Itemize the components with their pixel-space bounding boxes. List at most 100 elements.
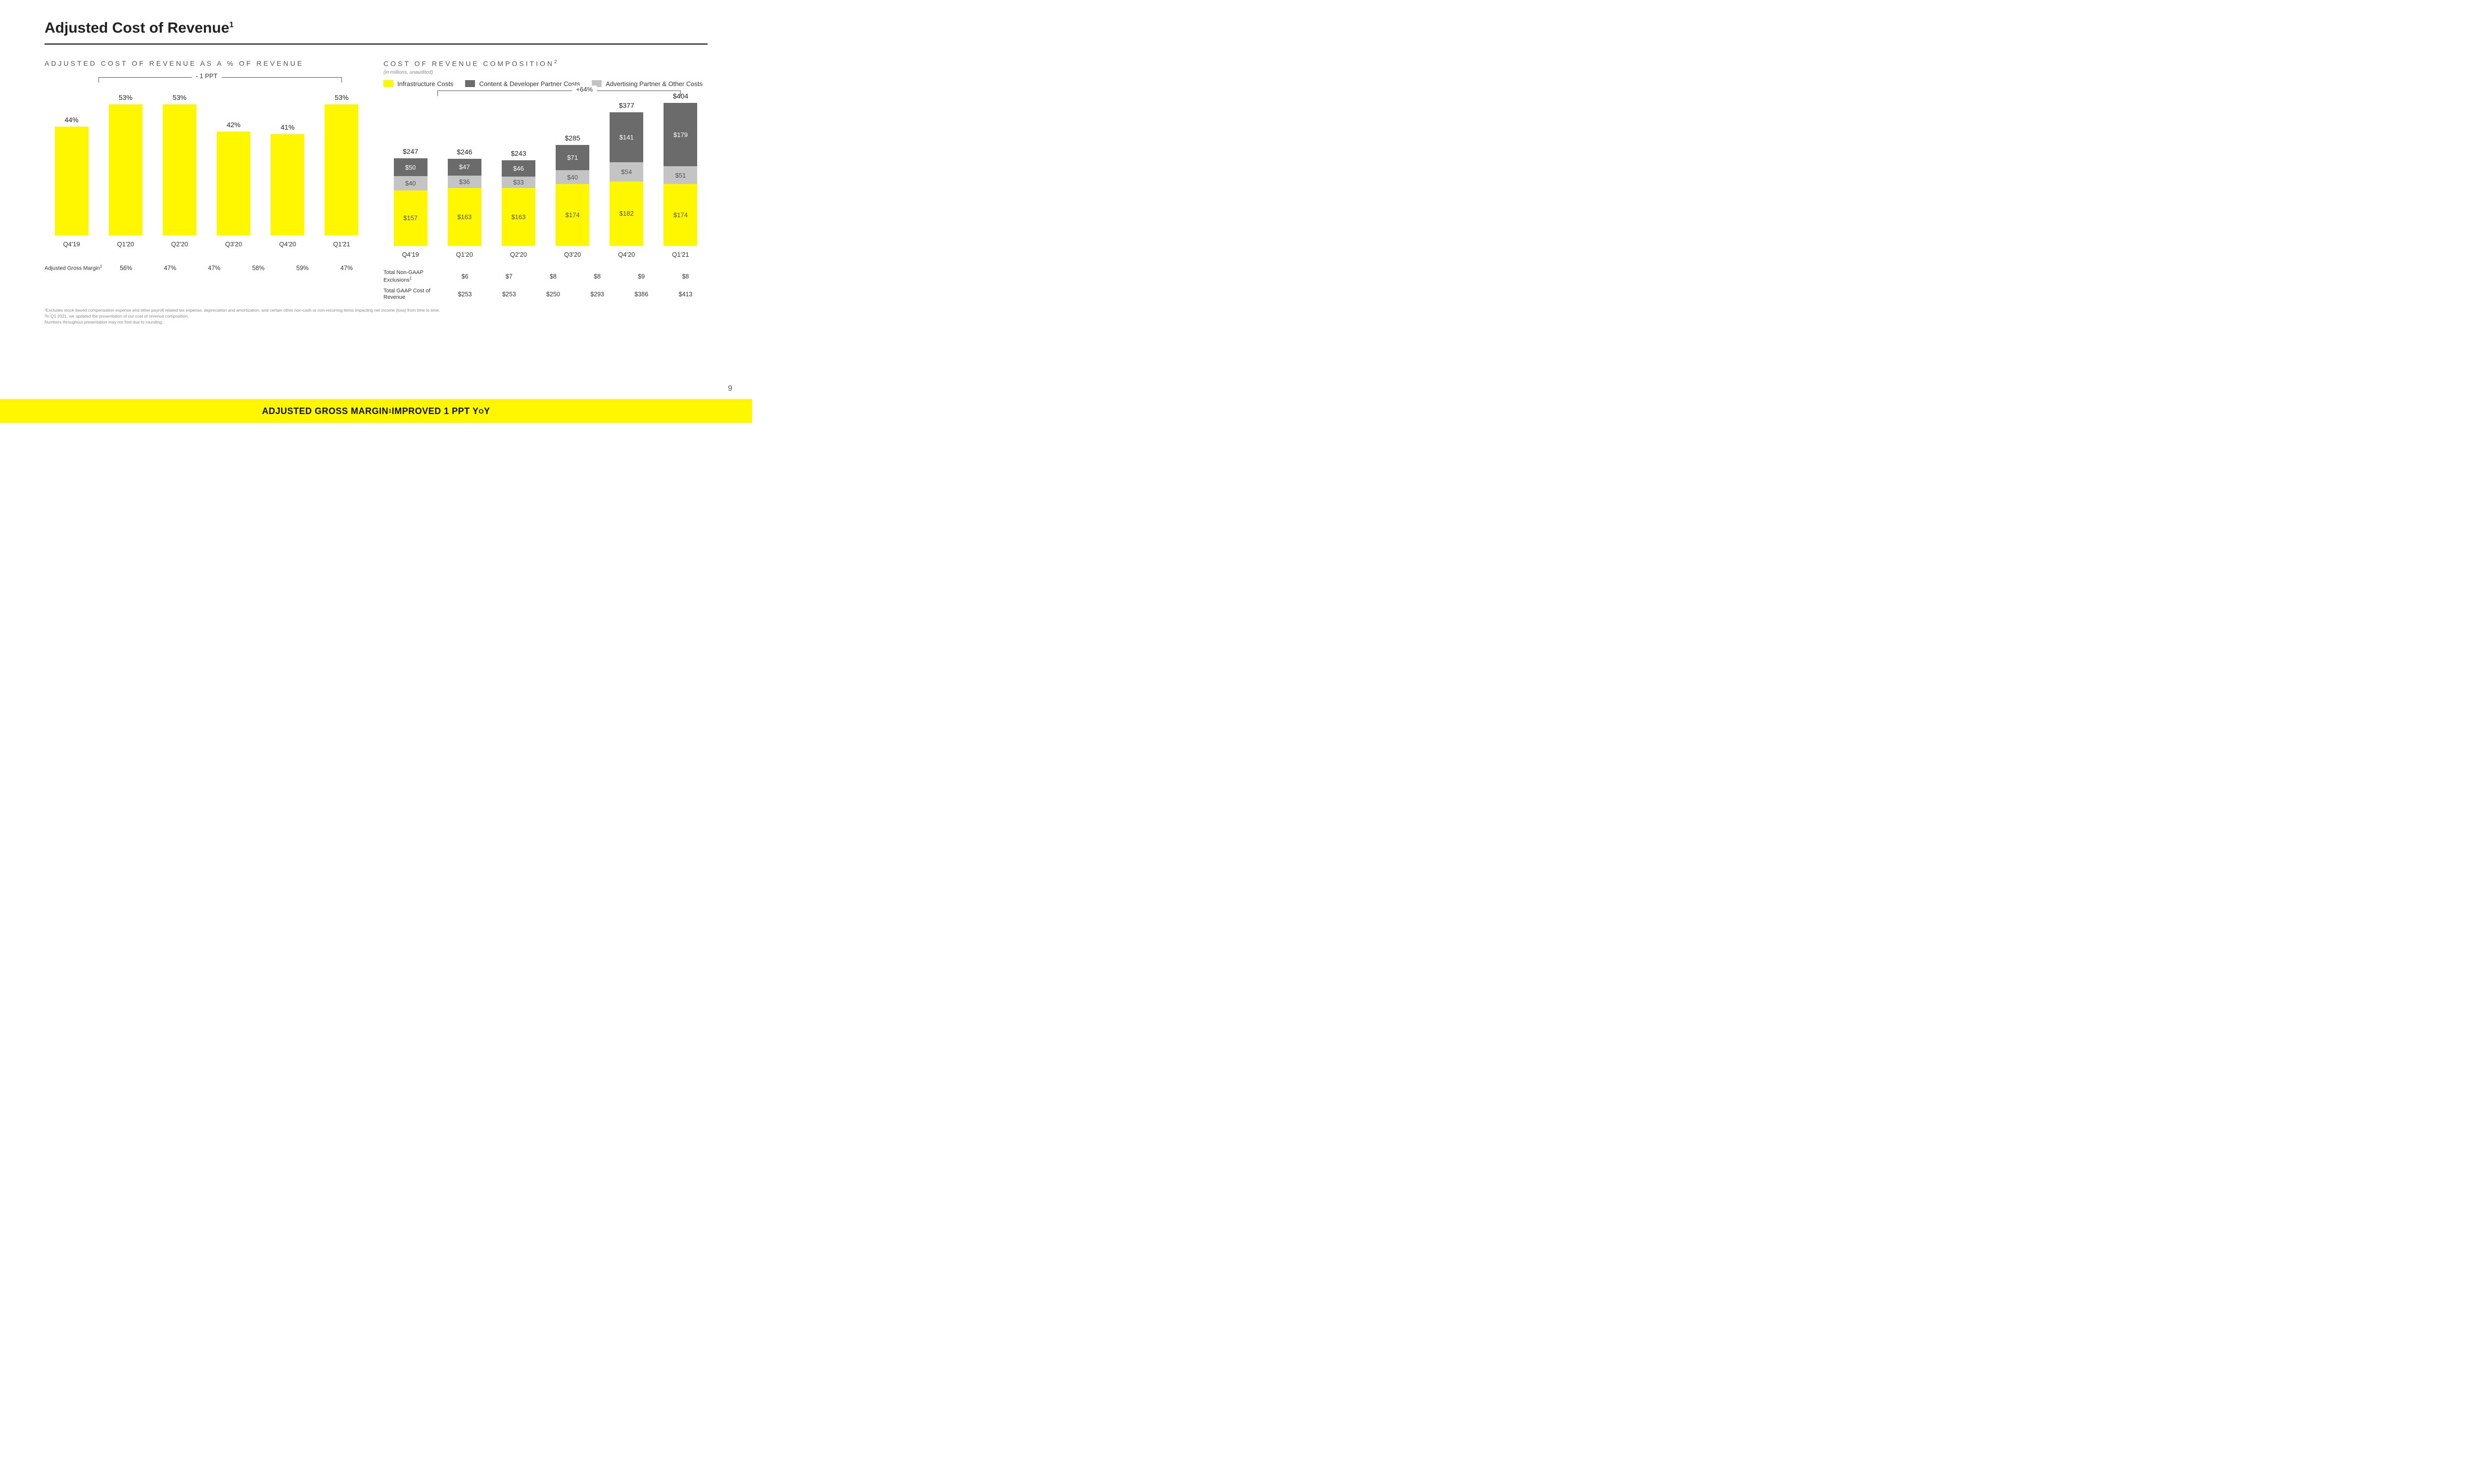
bar-total-label: $243	[511, 149, 526, 157]
table-cell: 47%	[192, 265, 236, 272]
bar-segment: $163	[448, 188, 481, 245]
right-bars: $247$157$40$50$246$163$36$47$243$163$33$…	[383, 97, 708, 246]
table-cell: $8	[531, 273, 575, 280]
x-axis-label: Q4'20	[261, 240, 315, 248]
bar-segment: $47	[448, 159, 481, 176]
bar-segment: $33	[502, 177, 535, 188]
bar-segment: $36	[448, 176, 481, 188]
right-subtitle: COST OF REVENUE COMPOSITION2	[383, 59, 708, 68]
legend-label: Infrastructure Costs	[397, 80, 453, 88]
right-row1-label: Total Non-GAAP Exclusions1	[383, 270, 443, 284]
stacked-bar: $182$54$141	[610, 112, 643, 245]
bar-wrap: $285$174$40$71	[546, 134, 600, 246]
left-margin-cells: 56%47%47%58%59%47%	[104, 265, 369, 272]
left-margin-label: Adjusted Gross Margin1	[45, 264, 104, 272]
table-cell: $9	[619, 273, 664, 280]
stacked-bar: $163$33$46	[502, 160, 535, 246]
legend-swatch	[465, 80, 475, 87]
table-cell: $6	[443, 273, 487, 280]
bar-wrap: 53%	[152, 93, 206, 235]
banner-small-o: O	[478, 408, 484, 415]
table-cell: $8	[575, 273, 619, 280]
bar-segment	[271, 134, 304, 235]
x-axis-label: Q1'21	[315, 240, 369, 248]
page-title-sup: 1	[229, 21, 234, 29]
bar-segment	[163, 104, 196, 235]
legend-label: Advertising Partner & Other Costs	[606, 80, 703, 88]
left-subtitle: ADJUSTED COST OF REVENUE AS A % OF REVEN…	[45, 59, 369, 67]
bar-segment	[55, 127, 89, 235]
table-cell: $253	[443, 291, 487, 298]
bar-segment: $179	[664, 103, 697, 166]
title-rule	[45, 44, 708, 45]
bar-wrap: $404$174$51$179	[654, 92, 708, 246]
bar-segment: $50	[394, 158, 428, 176]
bar-segment: $141	[610, 112, 643, 162]
bar	[163, 104, 196, 235]
bar-value-label: 53%	[173, 93, 187, 101]
bar-segment: $174	[664, 184, 697, 245]
page-number: 9	[728, 384, 732, 393]
left-bars: 44% 53% 53% 42% 41% 53%	[45, 87, 369, 235]
banner-text-end: Y	[484, 406, 490, 417]
bar-segment: $174	[556, 184, 589, 245]
x-axis-label: Q1'21	[654, 251, 708, 258]
x-axis-label: Q3'20	[207, 240, 261, 248]
stacked-bar: $174$51$179	[664, 103, 697, 246]
right-row1: Total Non-GAAP Exclusions1 $6$7$8$8$9$8	[383, 270, 708, 284]
right-bracket-label: +64%	[572, 86, 597, 93]
bar-value-label: 44%	[65, 116, 79, 124]
right-subnote: (in millions, unaudited)	[383, 70, 708, 75]
stacked-bar: $163$36$47	[448, 159, 481, 246]
legend-item: Advertising Partner & Other Costs	[592, 80, 703, 88]
bar-wrap: 53%	[98, 93, 152, 235]
table-cell: $250	[531, 291, 575, 298]
right-row2-label: Total GAAP Cost of Revenue	[383, 288, 443, 301]
bar	[325, 104, 358, 235]
legend-label: Content & Developer Partner Costs	[479, 80, 580, 88]
legend-item: Content & Developer Partner Costs	[465, 80, 580, 88]
legend-item: Infrastructure Costs	[383, 80, 453, 88]
chart-columns: ADJUSTED COST OF REVENUE AS A % OF REVEN…	[45, 59, 708, 301]
banner-text-post: IMPROVED 1 PPT Y	[392, 406, 479, 417]
bar-total-label: $246	[457, 148, 472, 156]
bottom-banner: ADJUSTED GROSS MARGIN1 IMPROVED 1 PPT YO…	[0, 399, 752, 423]
table-cell: $293	[575, 291, 619, 298]
bar	[217, 132, 250, 235]
x-axis-label: Q4'20	[600, 251, 654, 258]
table-cell: $7	[487, 273, 531, 280]
left-bracket-label: - 1 PPT	[191, 72, 221, 80]
right-row2: Total GAAP Cost of Revenue $253$253$250$…	[383, 288, 708, 301]
left-column: ADJUSTED COST OF REVENUE AS A % OF REVEN…	[45, 59, 369, 301]
bar-segment	[217, 132, 250, 235]
bar-segment	[325, 104, 358, 235]
stacked-bar: $157$40$50	[394, 158, 428, 245]
bar-wrap: $247$157$40$50	[383, 147, 437, 245]
right-row1-cells: $6$7$8$8$9$8	[443, 273, 708, 280]
bar-wrap: 44%	[45, 116, 98, 235]
bar	[109, 104, 143, 235]
bar-value-label: 53%	[334, 93, 348, 101]
right-x-labels: Q4'19Q1'20Q2'20Q3'20Q4'20Q1'21	[383, 251, 708, 258]
bar-value-label: 53%	[119, 93, 133, 101]
bar-segment: $157	[394, 190, 428, 246]
right-row2-cells: $253$253$250$293$386$413	[443, 291, 708, 298]
footnote-line: ²In Q1 2021, we updated the presentation…	[45, 314, 708, 320]
bar-value-label: 41%	[281, 123, 294, 131]
footnote-line: Numbers throughout presentation may not …	[45, 320, 708, 325]
footnote-line: ¹Excludes stock-based compensation expen…	[45, 308, 708, 314]
right-legend: Infrastructure Costs Content & Developer …	[383, 80, 708, 88]
stacked-bar: $174$40$71	[556, 145, 589, 246]
page-title: Adjusted Cost of Revenue1	[45, 20, 708, 37]
table-cell: $8	[664, 273, 708, 280]
x-axis-label: Q4'19	[45, 240, 98, 248]
table-cell: $253	[487, 291, 531, 298]
x-axis-label: Q2'20	[152, 240, 206, 248]
x-axis-label: Q1'20	[437, 251, 491, 258]
bar-value-label: 42%	[227, 121, 240, 129]
bar-total-label: $377	[619, 101, 634, 109]
footnotes: ¹Excludes stock-based compensation expen…	[45, 308, 708, 325]
right-column: COST OF REVENUE COMPOSITION2 (in million…	[383, 59, 708, 301]
bar-wrap: 42%	[207, 121, 261, 235]
bar	[55, 127, 89, 235]
